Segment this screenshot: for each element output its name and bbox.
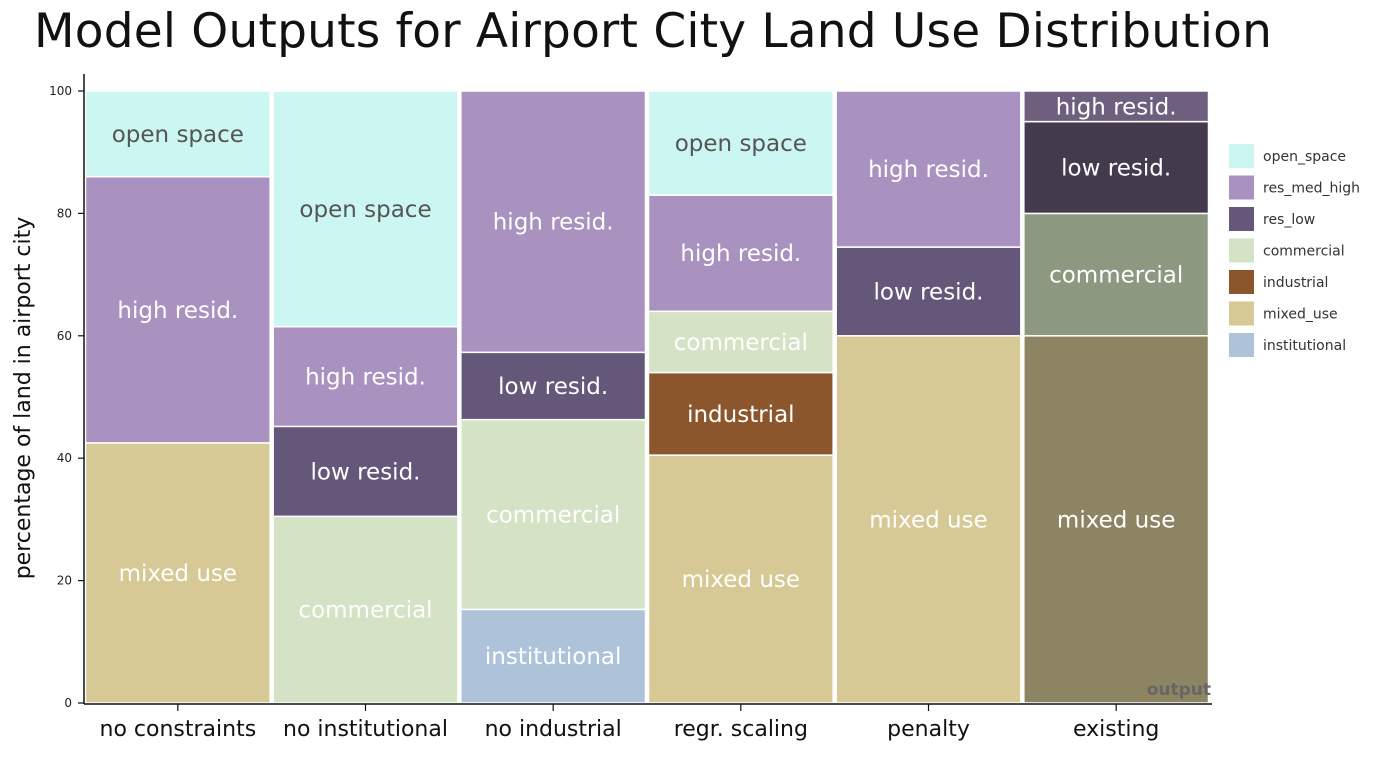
bar-segment-res-low (835, 246, 1022, 337)
bar-segment-mixed-use (647, 454, 834, 704)
legend-swatch (1229, 238, 1254, 263)
y-tick-label: 40 (57, 451, 72, 465)
x-tick-label: regr. scaling (674, 717, 808, 742)
legend: open_space res_med_high res_low commercial i… (1229, 144, 1360, 357)
segment-label: mixed use (682, 567, 800, 593)
segment-label: commercial (486, 503, 620, 529)
y-axis: 0 20 40 60 80 100 (49, 74, 85, 710)
bar-segment-open-space (84, 90, 271, 178)
segment-label: low resid. (498, 374, 608, 400)
segment-label: commercial (1049, 263, 1183, 289)
bar-stack-penalty: mixed use low resid. high resid. (835, 90, 1022, 704)
segment-label: high resid. (680, 241, 801, 267)
legend-item-res-med-high: res_med_high (1229, 175, 1360, 200)
x-tick-label: penalty (887, 717, 970, 742)
segment-label: high resid. (117, 298, 238, 324)
bar-stack-no-industrial: institutional commercial low resid. high re… (460, 90, 647, 704)
segment-label: open space (112, 122, 244, 148)
bar-segment-res-med-high (272, 325, 459, 428)
bar-stack-no-institutional: commercial low resid. high resid. open spac… (272, 90, 459, 704)
x-tick-label: existing (1073, 717, 1159, 742)
legend-label: institutional (1263, 338, 1346, 354)
segment-label: high resid. (305, 364, 426, 390)
legend-label: open_space (1263, 149, 1346, 165)
segment-label: low resid. (311, 459, 421, 485)
bar-segment-mixed-use (1023, 335, 1210, 704)
legend-item-industrial: industrial (1229, 270, 1328, 294)
segment-label: commercial (298, 598, 432, 624)
bar-segment-commercial (647, 310, 834, 374)
y-tick-label: 100 (49, 84, 72, 98)
legend-label: res_low (1263, 212, 1315, 228)
segment-label: mixed use (869, 507, 987, 533)
segment-label: institutional (485, 644, 622, 670)
legend-swatch (1229, 301, 1254, 326)
bar-stack-regr-scaling: mixed use industrial commercial high resid.… (647, 90, 834, 704)
legend-swatch (1229, 270, 1254, 294)
legend-label: mixed_use (1263, 307, 1338, 323)
segment-label: industrial (687, 402, 794, 428)
segment-label: high resid. (1056, 94, 1177, 120)
bar-segment-commercial (1023, 212, 1210, 337)
segment-label: open space (675, 131, 807, 157)
bar-segment-industrial (647, 371, 834, 456)
legend-label: res_med_high (1263, 181, 1360, 197)
segment-label: high resid. (493, 210, 614, 236)
y-tick-label: 0 (64, 696, 72, 710)
segment-label: low resid. (1061, 156, 1171, 182)
bar-segment-commercial (272, 515, 459, 704)
chart-title: Model Outputs for Airport City Land Use … (34, 4, 1273, 59)
bar-segment-res-med-high (835, 90, 1022, 248)
bar-segment-res-low (272, 425, 459, 518)
segment-label: open space (299, 197, 431, 223)
y-tick-label: 60 (57, 329, 72, 343)
segment-label: commercial (674, 330, 808, 356)
legend-item-mixed-use: mixed_use (1229, 301, 1338, 326)
legend-swatch (1229, 333, 1254, 357)
x-tick-label: no industrial (485, 717, 622, 742)
legend-item-institutional: institutional (1229, 333, 1346, 357)
bar-segment-res-med-high (1023, 90, 1210, 123)
bar-stack-existing: mixed use commercial low resid. high resid. (1023, 90, 1210, 704)
bar-segment-res-low (1023, 120, 1210, 215)
bar-segment-institutional (460, 608, 647, 704)
legend-item-res-low: res_low (1229, 207, 1315, 231)
bar-segment-mixed-use (84, 442, 271, 704)
y-tick-label: 20 (57, 574, 72, 588)
y-tick-label: 80 (57, 206, 72, 220)
segment-label: low resid. (874, 279, 984, 305)
segment-label: high resid. (868, 157, 989, 183)
x-tick-label: no constraints (100, 717, 257, 742)
output-corner-label: output (1147, 680, 1211, 700)
segment-label: mixed use (1057, 507, 1175, 533)
x-axis: no constraints no institutional no industr… (84, 703, 1212, 742)
bar-segment-res-med-high (647, 194, 834, 313)
bar-segment-open-space (272, 90, 459, 328)
legend-label: industrial (1263, 275, 1328, 291)
legend-item-commercial: commercial (1229, 238, 1345, 263)
legend-swatch (1229, 175, 1254, 200)
bar-segment-res-med-high (460, 90, 647, 354)
y-axis-title: percentage of land in airport city (11, 217, 36, 580)
bar-segment-mixed-use (835, 335, 1022, 704)
legend-swatch (1229, 144, 1254, 168)
bar-segment-commercial (460, 418, 647, 611)
legend-swatch (1229, 207, 1254, 231)
legend-item-open-space: open_space (1229, 144, 1346, 168)
bar-stack-no-constraints: mixed use high resid. open space (84, 90, 271, 704)
x-tick-label: no institutional (283, 717, 448, 742)
bar-segment-open-space (647, 90, 834, 196)
legend-label: commercial (1263, 244, 1345, 260)
segment-label: mixed use (119, 561, 237, 587)
